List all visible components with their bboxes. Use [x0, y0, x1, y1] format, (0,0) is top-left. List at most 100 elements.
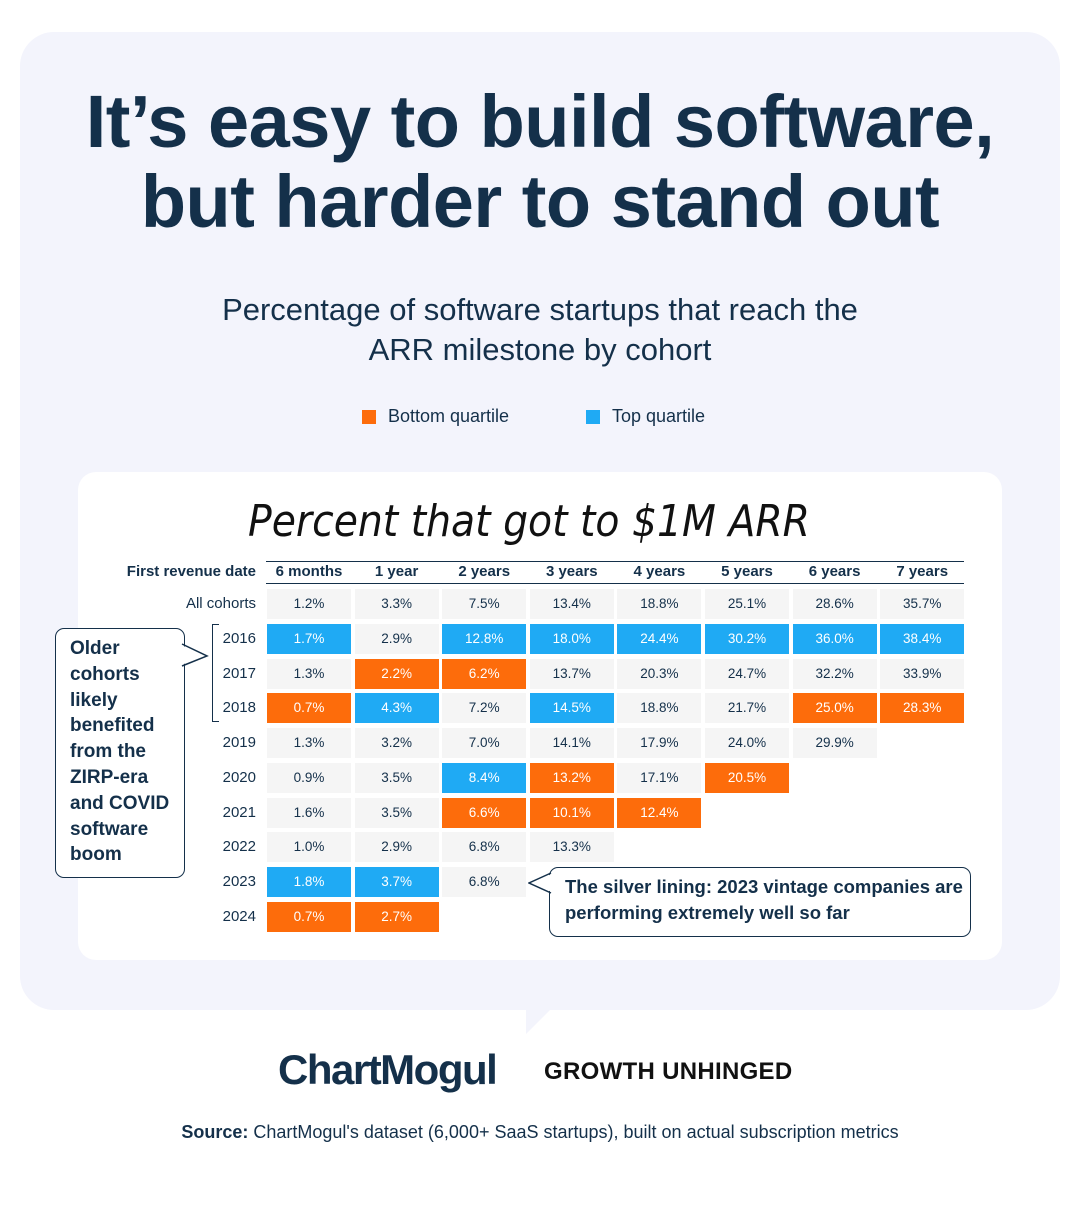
table-cell: 13.4% — [529, 589, 614, 619]
legend-item-bottom-quartile: Bottom quartile — [362, 406, 509, 427]
table-cell: 2.2% — [354, 658, 439, 689]
legend-item-top-quartile: Top quartile — [586, 406, 705, 427]
callout-left-text: Older cohorts likely benefited from the … — [70, 638, 170, 866]
chart-subtitle: Percentage of software startups that rea… — [20, 290, 1060, 370]
row-label: 2017 — [222, 664, 256, 682]
table-cell: 20.5% — [705, 762, 789, 793]
page-title: It’s easy to build software, but harder … — [20, 82, 1060, 242]
handwritten-title: Percent that got to $1M ARR — [248, 496, 810, 547]
table-cell: 24.0% — [705, 728, 789, 758]
table-cell: 7.5% — [442, 589, 527, 619]
callout-left-box — [55, 628, 185, 878]
cohort-bracket — [212, 624, 219, 722]
table-cell: 10.1% — [529, 797, 614, 828]
handwritten-title-text: Percent that got to $1M ARR — [248, 496, 810, 547]
column-header: 3 years — [545, 563, 598, 580]
callout-right-text: The silver lining: 2023 vintage companie… — [565, 876, 963, 923]
column-header: 5 years — [721, 563, 773, 580]
row-label: All cohorts — [185, 595, 256, 612]
table-cell: 17.1% — [617, 762, 702, 793]
table-cell: 3.7% — [354, 867, 439, 897]
table-cell: 1.3% — [267, 658, 351, 689]
column-header: 4 years — [633, 563, 686, 580]
row-label: 2016 — [222, 629, 256, 647]
table-cell: 30.2% — [705, 623, 789, 654]
table-cell: 18.8% — [617, 693, 702, 724]
table-cell: 35.7% — [880, 589, 965, 619]
table-cell: 1.2% — [267, 589, 351, 619]
table-cell: 3.5% — [354, 762, 439, 793]
table-cell: 7.0% — [442, 728, 527, 758]
table-cell: 25.1% — [705, 589, 789, 619]
table-cell: 6.8% — [442, 867, 527, 897]
table-cell: 1.8% — [267, 867, 351, 897]
column-header: 1 year — [374, 563, 419, 580]
header-top-rule — [266, 561, 964, 562]
row-label: 2021 — [222, 803, 256, 821]
row-label: 2024 — [222, 907, 256, 925]
callout-left-pointer — [181, 643, 209, 667]
header-bottom-rule — [266, 583, 964, 584]
legend: Bottom quartile Top quartile — [0, 406, 1080, 430]
row-label: 2019 — [222, 734, 256, 751]
table-cell: 1.6% — [267, 797, 351, 828]
table-cell: 2.7% — [354, 901, 439, 932]
table-cell: 3.5% — [354, 797, 439, 828]
table-cell: 36.0% — [792, 623, 877, 654]
table-cell: 21.7% — [705, 693, 789, 724]
table-cell: 3.3% — [354, 589, 439, 619]
table-cell: 13.2% — [529, 762, 614, 793]
subtitle-line-1: Percentage of software startups that rea… — [222, 292, 858, 327]
table-cell: 0.7% — [267, 693, 351, 724]
table-cell: 28.3% — [880, 693, 965, 724]
legend-swatch-top — [586, 409, 600, 424]
table-cell: 12.4% — [617, 797, 702, 828]
table-cell: 2.9% — [354, 623, 439, 654]
chartmogul-logo: ChartMogul — [278, 1046, 498, 1093]
table-cell: 7.2% — [442, 693, 527, 724]
table-cell: 33.9% — [880, 658, 965, 689]
table-cell: 17.9% — [617, 728, 702, 758]
table-cell: 29.9% — [792, 728, 877, 758]
subtitle-line-2: ARR milestone by cohort — [368, 332, 712, 367]
column-header: 6 months — [275, 563, 343, 580]
title-line-1: It’s easy to build software, — [85, 80, 995, 163]
table-cell: 1.7% — [267, 623, 351, 654]
column-header: 6 years — [808, 563, 861, 580]
table-cell: 6.6% — [442, 797, 527, 828]
source-label: Source: — [181, 1122, 249, 1142]
column-header: 2 years — [458, 563, 511, 580]
table-cell: 18.0% — [529, 623, 614, 654]
table-cell: 24.7% — [705, 658, 789, 689]
row-header: First revenue date — [126, 563, 256, 580]
legend-label-bottom: Bottom quartile — [388, 406, 510, 426]
table-cell: 32.2% — [792, 658, 877, 689]
table-cell: 28.6% — [792, 589, 877, 619]
table-cell: 8.4% — [442, 762, 527, 793]
source-note: Source: ChartMogul's dataset (6,000+ Saa… — [0, 1122, 1080, 1143]
source-text: ChartMogul's dataset (6,000+ SaaS startu… — [253, 1122, 899, 1142]
table-cell: 6.8% — [442, 832, 527, 863]
table-cell: 4.3% — [354, 693, 439, 724]
table-cell: 6.2% — [442, 658, 527, 689]
growth-unhinged-logo: GROWTH UNHINGED — [544, 1058, 793, 1085]
table-cell: 14.1% — [529, 728, 614, 758]
column-header: 7 years — [896, 563, 949, 580]
callout-right-box — [549, 867, 971, 937]
table-cell: 0.7% — [267, 901, 351, 932]
table-cell: 0.9% — [267, 762, 351, 793]
row-label: 2023 — [222, 873, 256, 890]
row-label: 2022 — [222, 838, 256, 856]
table-cell: 25.0% — [792, 693, 877, 724]
table-cell: 14.5% — [529, 693, 614, 724]
speech-tail — [526, 1008, 552, 1034]
table-cell: 1.3% — [267, 728, 351, 758]
table-cell: 13.7% — [529, 658, 614, 689]
row-label: 2018 — [222, 699, 256, 717]
table-cell: 18.8% — [617, 589, 702, 619]
title-line-2: but harder to stand out — [140, 160, 940, 243]
table-cell: 12.8% — [442, 623, 527, 654]
table-cell: 20.3% — [617, 658, 702, 689]
table-cell: 2.9% — [354, 832, 439, 863]
table-cell: 3.2% — [354, 728, 439, 758]
